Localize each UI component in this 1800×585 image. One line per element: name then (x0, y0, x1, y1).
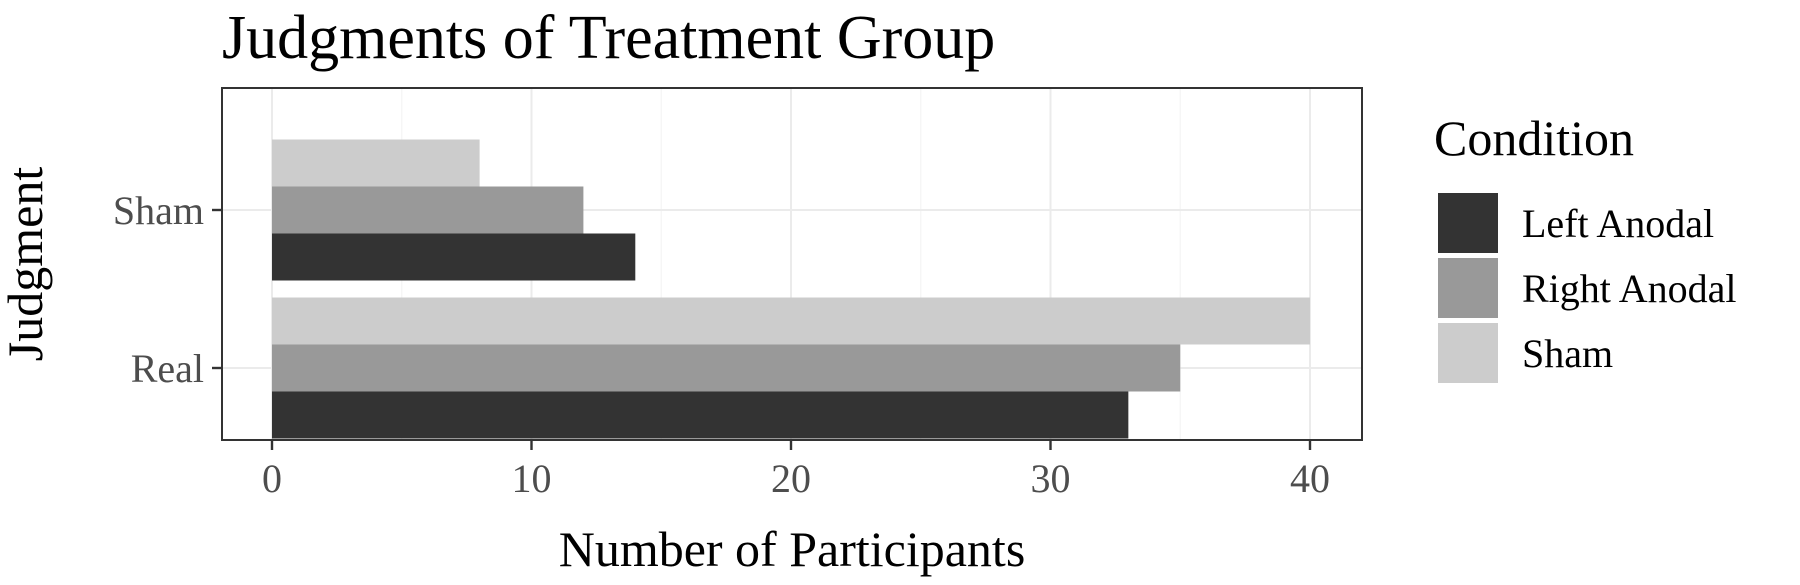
bar-sham-sham (272, 139, 480, 187)
x-tick-label: 20 (771, 456, 811, 501)
y-axis-title: Judgment (0, 167, 53, 362)
bar-real-right-anodal (272, 344, 1181, 392)
bars (272, 139, 1310, 439)
bar-real-sham (272, 297, 1310, 345)
x-axis: 0 10 20 30 40 (262, 440, 1330, 501)
bar-sham-right-anodal (272, 186, 584, 234)
y-tick-label: Real (131, 346, 204, 391)
legend-key-sham (1436, 321, 1500, 385)
x-tick-label: 0 (262, 456, 282, 501)
legend: Condition Left Anodal Right Anodal Sham (1434, 110, 1736, 385)
legend-label: Left Anodal (1522, 201, 1714, 246)
legend-key-left-anodal (1436, 191, 1500, 255)
x-tick-label: 10 (512, 456, 552, 501)
legend-label: Sham (1522, 331, 1613, 376)
x-tick-label: 40 (1290, 456, 1330, 501)
x-axis-title: Number of Participants (559, 521, 1026, 577)
chart-title: Judgments of Treatment Group (222, 4, 995, 72)
legend-title: Condition (1434, 110, 1634, 166)
x-tick-label: 30 (1031, 456, 1071, 501)
y-tick-label: Sham (113, 188, 204, 233)
y-axis: Real Sham (113, 188, 222, 391)
plot-panel (221, 87, 1363, 441)
legend-label: Right Anodal (1522, 266, 1736, 311)
legend-key-right-anodal (1436, 256, 1500, 320)
bar-real-left-anodal (272, 391, 1129, 439)
bar-sham-left-anodal (272, 233, 636, 281)
